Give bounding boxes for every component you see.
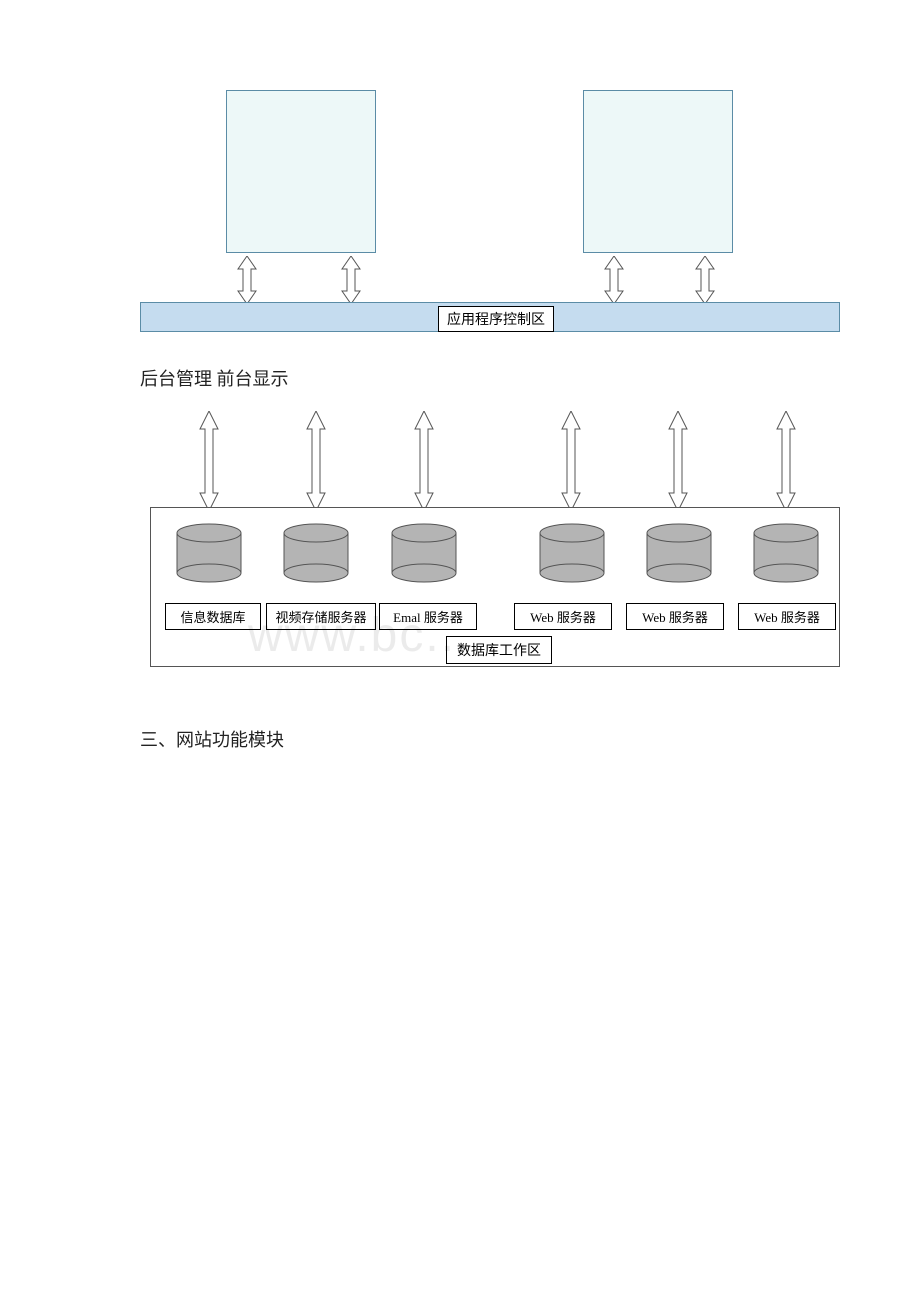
- cylinder-4: [538, 523, 606, 583]
- document-page: 应用程序控制区 后台管理 前台显示: [0, 0, 920, 752]
- cylinder-1: [175, 523, 243, 583]
- arrow-db-6: [775, 411, 797, 511]
- server-label-4: Web 服务器: [514, 603, 612, 630]
- arrow-db-2: [305, 411, 327, 511]
- server-label-1: 信息数据库: [165, 603, 261, 630]
- database-zone-label: 数据库工作区: [446, 636, 552, 664]
- arrow-db-5: [667, 411, 689, 511]
- server-label-5: Web 服务器: [626, 603, 724, 630]
- arrow-db-3: [413, 411, 435, 511]
- cylinder-6: [752, 523, 820, 583]
- server-label-6: Web 服务器: [738, 603, 836, 630]
- app-control-label: 应用程序控制区: [438, 306, 554, 332]
- cylinder-2: [282, 523, 350, 583]
- cylinder-3: [390, 523, 458, 583]
- mid-caption: 后台管理 前台显示: [140, 365, 920, 391]
- top-box-right: [583, 90, 733, 253]
- lower-diagram: 信息数据库 视频存储服务器 Emal 服务器 Web 服务器 Web 服务器 W…: [140, 411, 840, 671]
- arrow-db-1: [198, 411, 220, 511]
- cylinder-5: [645, 523, 713, 583]
- upper-diagram: 应用程序控制区: [140, 90, 840, 340]
- top-box-left: [226, 90, 376, 253]
- arrow-top-1: [236, 256, 258, 304]
- arrow-top-4: [694, 256, 716, 304]
- section-heading: 三、网站功能模块: [140, 726, 920, 752]
- server-label-3: Emal 服务器: [379, 603, 477, 630]
- arrow-top-2: [340, 256, 362, 304]
- arrow-db-4: [560, 411, 582, 511]
- arrow-top-3: [603, 256, 625, 304]
- server-label-2: 视频存储服务器: [266, 603, 376, 630]
